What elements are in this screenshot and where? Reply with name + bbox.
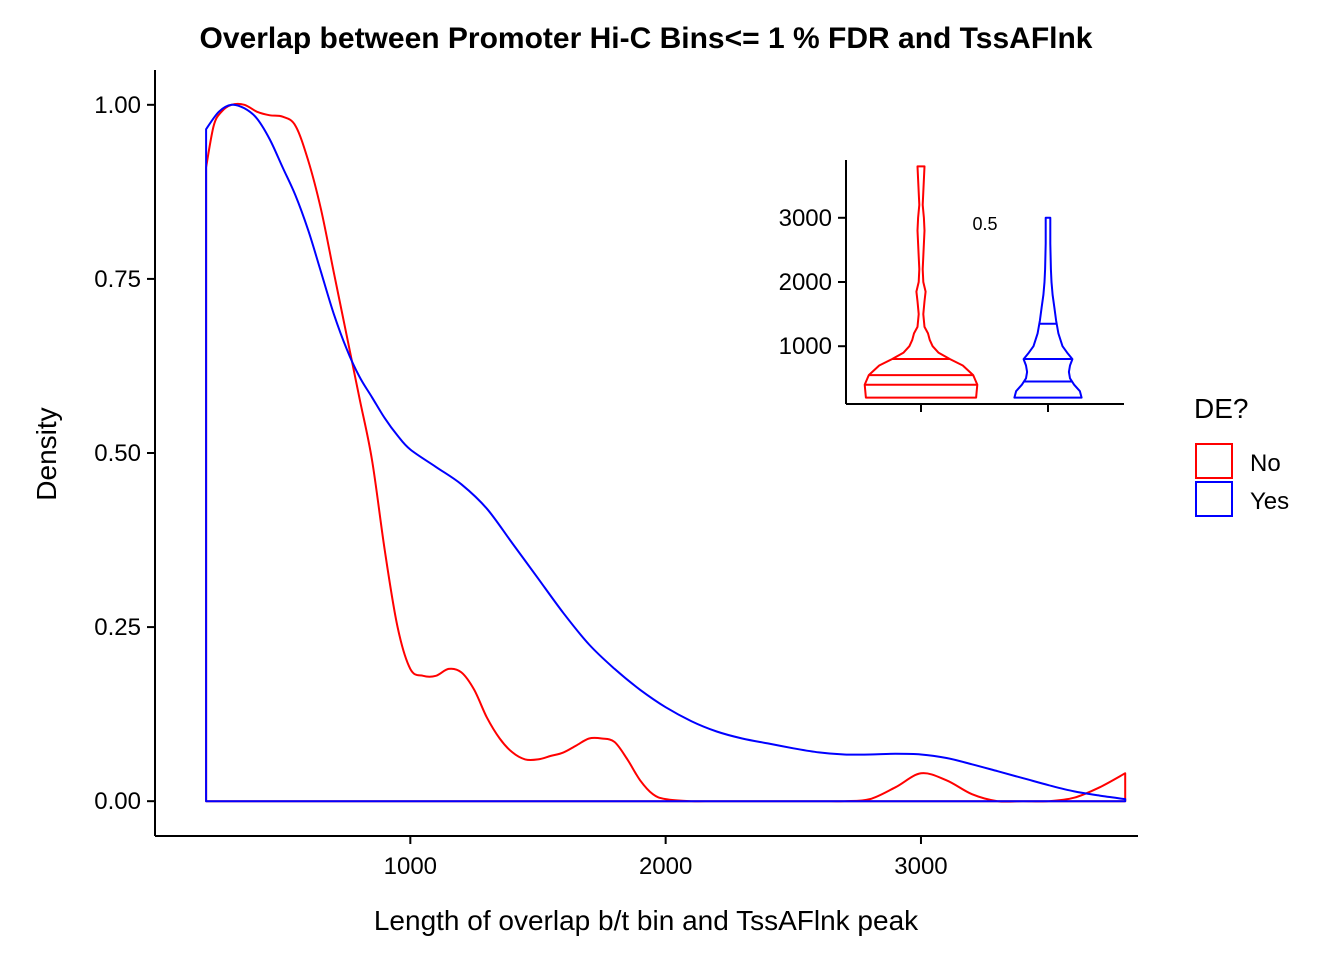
- legend: DE? No Yes: [1194, 393, 1289, 517]
- density-curve-no: [205, 102, 1127, 803]
- legend-swatch-yes: [1195, 481, 1233, 517]
- x-axis-ticks: 1000 2000 3000: [384, 836, 948, 880]
- y-tick-label: 0.50: [94, 440, 141, 467]
- violin-series-group: [863, 165, 1083, 399]
- inset-y-tick-label: 3000: [779, 205, 832, 232]
- y-tick-label: 1.00: [94, 92, 141, 119]
- x-tick-label: 2000: [639, 853, 692, 880]
- legend-title: DE?: [1194, 393, 1248, 424]
- legend-label-no: No: [1250, 450, 1281, 477]
- x-tick-label: 3000: [894, 853, 947, 880]
- violin-no: [863, 165, 979, 399]
- inset-y-tick-label: 2000: [779, 269, 832, 296]
- density-series-group: [205, 102, 1127, 803]
- density-curve-yes: [205, 103, 1127, 803]
- legend-swatch-no: [1195, 443, 1233, 479]
- inset-annotation: 0.5: [972, 214, 997, 234]
- inset-y-axis-ticks: 1000 2000 3000: [779, 205, 846, 360]
- inset-x-axis-ticks: [920, 404, 1049, 412]
- x-axis-label: Length of overlap b/t bin and TssAFlnk p…: [374, 905, 919, 936]
- legend-label-yes: Yes: [1250, 488, 1289, 515]
- inset-y-tick-label: 1000: [779, 333, 832, 360]
- y-tick-label: 0.25: [94, 614, 141, 641]
- y-axis-label: Density: [31, 407, 62, 500]
- y-tick-label: 0.75: [94, 266, 141, 293]
- y-axis-ticks: 0.00 0.25 0.50 0.75 1.00: [94, 92, 155, 815]
- main-plot: 0.00 0.25 0.50 0.75 1.00 1000 2000 3000 Length…: [31, 70, 1138, 936]
- x-tick-label: 1000: [384, 853, 437, 880]
- violin-yes: [1013, 216, 1083, 399]
- chart-title: Overlap between Promoter Hi-C Bins<= 1 %…: [200, 22, 1093, 55]
- y-tick-label: 0.00: [94, 788, 141, 815]
- inset-violin-plot: 1000 2000 3000 0.5: [779, 160, 1124, 412]
